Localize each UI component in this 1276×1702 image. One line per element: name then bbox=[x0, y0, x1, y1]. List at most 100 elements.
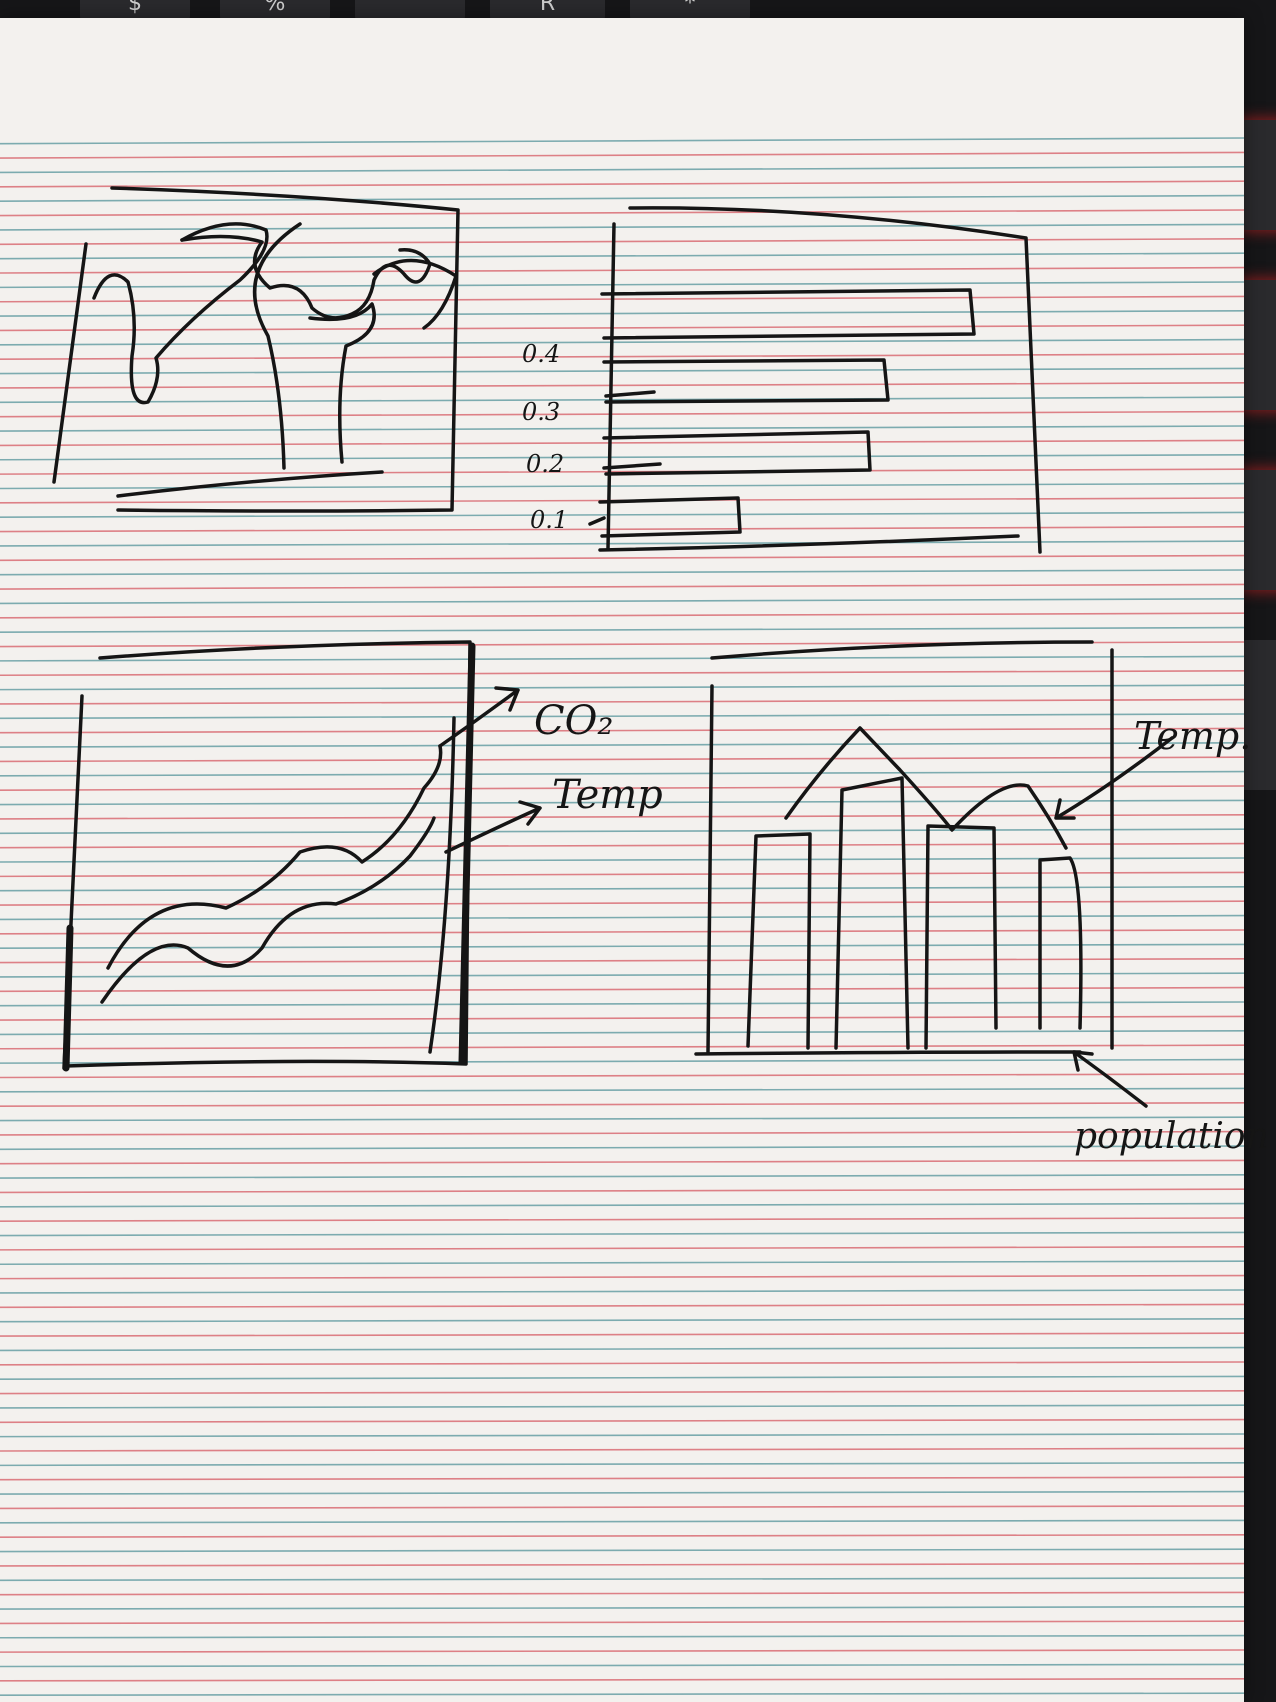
ruled-line bbox=[0, 1548, 1244, 1553]
notebook-page: 0.4 0.3 0.2 0.1 CO₂ Temp Temp. populatio… bbox=[0, 18, 1269, 1702]
ruled-line bbox=[0, 1634, 1244, 1639]
ruled-line bbox=[0, 266, 1244, 274]
ruled-line bbox=[0, 194, 1244, 202]
ruled-line bbox=[0, 166, 1244, 174]
ruled-line bbox=[0, 1145, 1244, 1151]
temp-arrow bbox=[1054, 736, 1174, 820]
key-label: * bbox=[684, 0, 696, 16]
temp-label: Temp. bbox=[1134, 714, 1252, 758]
ruled-line bbox=[0, 324, 1244, 332]
sketch-line-chart bbox=[62, 640, 542, 1072]
ruled-line bbox=[0, 1260, 1244, 1266]
temp-line bbox=[100, 816, 436, 1004]
ruled-line bbox=[0, 1620, 1244, 1625]
ruled-line bbox=[0, 1390, 1244, 1395]
line-chart-right-axis bbox=[428, 716, 456, 1054]
ruled-line bbox=[0, 1591, 1244, 1596]
population-bar bbox=[1038, 856, 1083, 1030]
ruled-line bbox=[0, 1649, 1244, 1653]
ruled-line bbox=[0, 209, 1244, 217]
bar bbox=[602, 358, 890, 404]
sketch-bar-chart bbox=[588, 206, 1042, 554]
sketch-world-map bbox=[52, 186, 460, 513]
ruled-line bbox=[0, 1562, 1244, 1567]
ruled-line bbox=[0, 1246, 1244, 1251]
bar-chart-tick-label: 0.3 bbox=[522, 398, 561, 426]
co2-label: CO₂ bbox=[534, 698, 614, 744]
combo-chart-y-axis bbox=[706, 684, 714, 1054]
ruled-line bbox=[0, 1102, 1244, 1108]
ruled-line bbox=[0, 1577, 1244, 1582]
co2-line bbox=[106, 744, 443, 970]
ruled-line bbox=[0, 1044, 1244, 1050]
map-coastline bbox=[372, 258, 458, 330]
ruled-line bbox=[0, 1274, 1244, 1280]
combo-chart-x-axis bbox=[694, 1050, 1082, 1056]
ruled-line bbox=[0, 223, 1244, 231]
ruled-line bbox=[0, 1361, 1244, 1366]
map-left-border bbox=[52, 242, 88, 484]
ruled-line bbox=[0, 1404, 1244, 1409]
population-bar bbox=[924, 824, 998, 1050]
ruled-line bbox=[0, 310, 1244, 317]
line-chart-right-axis bbox=[458, 642, 476, 1066]
population-bar bbox=[746, 832, 812, 1050]
bar bbox=[602, 430, 872, 476]
ruled-line bbox=[0, 972, 1244, 978]
population-arrow bbox=[1072, 1050, 1148, 1108]
ruled-line bbox=[0, 626, 1244, 633]
ruled-line bbox=[0, 295, 1244, 303]
ruled-line bbox=[0, 1663, 1244, 1668]
ruled-line bbox=[0, 425, 1244, 432]
ruled-line bbox=[0, 1505, 1244, 1510]
ruled-line bbox=[0, 396, 1244, 404]
ruled-line bbox=[0, 655, 1244, 662]
ruled-line bbox=[0, 1001, 1244, 1007]
ruled-line bbox=[0, 583, 1244, 590]
population-label: population bbox=[1074, 1116, 1269, 1157]
ruled-line bbox=[0, 612, 1244, 619]
ruled-line bbox=[0, 1692, 1244, 1697]
key-label: % bbox=[264, 0, 286, 16]
ruled-line bbox=[0, 1534, 1244, 1538]
tick-mark bbox=[588, 516, 606, 526]
ruled-line bbox=[0, 727, 1244, 734]
ruled-line bbox=[0, 1490, 1244, 1495]
ruled-line bbox=[0, 1332, 1244, 1337]
ruled-line bbox=[0, 756, 1244, 763]
ruled-line bbox=[0, 1606, 1244, 1610]
map-bottom-line bbox=[116, 470, 384, 498]
sketch-combo-chart bbox=[694, 640, 1174, 1108]
ruled-line bbox=[0, 857, 1244, 863]
map-coastline bbox=[180, 234, 432, 320]
ruled-line bbox=[0, 1678, 1244, 1682]
map-coastline bbox=[308, 302, 376, 464]
combo-chart-frame bbox=[710, 640, 1114, 1050]
ruled-line bbox=[0, 1174, 1244, 1179]
ruled-line bbox=[0, 439, 1244, 447]
ruled-line bbox=[0, 540, 1244, 547]
ruled-line bbox=[0, 1519, 1244, 1524]
ruled-line bbox=[0, 785, 1244, 791]
ruled-line bbox=[0, 1087, 1244, 1093]
ruled-line bbox=[0, 1418, 1244, 1424]
ruled-line bbox=[0, 1202, 1244, 1208]
bar-chart-frame bbox=[628, 206, 1042, 554]
temp-line bbox=[784, 726, 1068, 850]
ruled-line bbox=[0, 1030, 1244, 1036]
ruled-line bbox=[0, 1303, 1244, 1309]
ruled-line bbox=[0, 1159, 1244, 1165]
ruled-line bbox=[0, 1318, 1244, 1323]
ruled-line bbox=[0, 871, 1244, 878]
key-label: R bbox=[539, 0, 556, 16]
ruled-line bbox=[0, 382, 1244, 389]
ruled-line bbox=[0, 886, 1244, 892]
map-coastline bbox=[252, 222, 302, 470]
bar-chart-tick-label: 0.1 bbox=[530, 506, 569, 534]
ruled-line bbox=[0, 1476, 1244, 1481]
ruled-line bbox=[0, 929, 1244, 935]
ruled-line bbox=[0, 598, 1244, 605]
ruled-line bbox=[0, 684, 1244, 691]
ruled-line bbox=[0, 353, 1244, 361]
ruled-line bbox=[0, 554, 1244, 562]
